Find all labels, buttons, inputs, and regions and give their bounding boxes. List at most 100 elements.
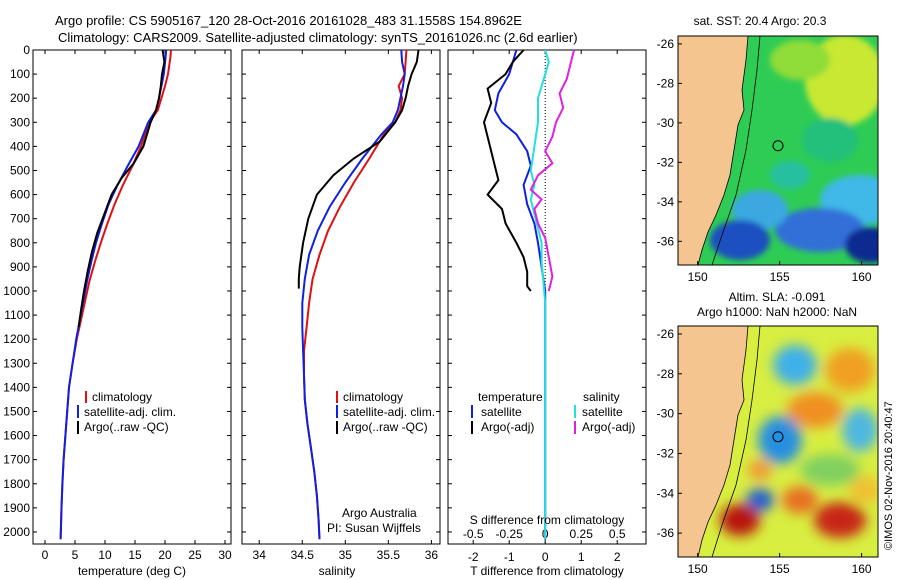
legend-salinity-heading: salinity [583, 390, 620, 404]
x-tick-label: 35.5 [377, 548, 401, 562]
salinity-legend: climatology satellite-adj. clim. Argo(..… [336, 390, 435, 434]
t-tick-label: -2 [468, 550, 479, 564]
map-y-tick-label: -36 [657, 526, 675, 540]
y-tick-label: 200 [10, 91, 30, 105]
map-y-tick-label: -26 [657, 327, 675, 341]
difference-panel [447, 49, 647, 545]
argo-australia-note: Argo Australia [342, 506, 417, 520]
legend-climatology: climatology [343, 390, 403, 404]
sla-map-title-1: Altim. SLA: -0.091 [729, 290, 826, 304]
pi-note: PI: Susan Wijffels [327, 521, 421, 535]
salinity-xlabel: salinity [319, 564, 356, 578]
y-tick-label: 900 [10, 260, 30, 274]
series-line-s-satellite [529, 49, 550, 540]
argo-position-marker [772, 431, 784, 443]
sst-map [678, 36, 878, 265]
t-tick-label: 2 [614, 550, 621, 564]
map-y-tick-label: -26 [657, 37, 675, 51]
series-line-climatology [59, 49, 172, 540]
y-tick-label: 1200 [3, 332, 30, 346]
legend-s-satellite: satellite [582, 405, 623, 419]
map-x-tick-label: 160 [852, 562, 872, 576]
y-tick-label: 1000 [3, 284, 30, 298]
temperature-plot: 0 5 10 15 20 25 300100200300400500600700800900… [3, 43, 232, 562]
temperature-panel [32, 49, 232, 545]
map-y-tick-label: -30 [657, 116, 675, 130]
header-line2: Climatology: CARS2009. Satellite-adjuste… [58, 30, 578, 45]
y-tick-label: 1400 [3, 380, 30, 394]
x-tick-label: 30 [218, 548, 232, 562]
s-tick-label: -0.5 [463, 527, 484, 541]
sst-map-axes: 150 155 160 -26 -28 -30 -32 -34 -36 [657, 37, 872, 284]
t-tick-label: 0 [542, 550, 549, 564]
x-tick-label: 34 [253, 548, 267, 562]
series-line-satellite [301, 49, 406, 540]
legend-satellite: satellite-adj. clim. [343, 405, 435, 419]
s-tick-label: 0.5 [609, 527, 626, 541]
series-line-argo [297, 49, 420, 289]
x-tick-label: 25 [188, 548, 202, 562]
s-difference-xlabel: S difference from climatology [470, 513, 625, 527]
sla-map-title-2: Argo h1000: NaN h2000: NaN [697, 305, 857, 319]
legend-argo: Argo(..raw -QC) [84, 420, 169, 434]
y-tick-label: 600 [10, 188, 30, 202]
map-y-tick-label: -34 [657, 486, 675, 500]
legend-s-argo: Argo(-adj) [582, 420, 635, 434]
y-tick-label: 500 [10, 163, 30, 177]
map-x-tick-label: 160 [852, 270, 872, 284]
salinity-plot: 34 34.5 35 35.5 36 [242, 49, 440, 562]
temperature-xlabel: temperature (deg C) [78, 564, 186, 578]
y-tick-label: 300 [10, 115, 30, 129]
map-x-tick-label: 150 [688, 562, 708, 576]
y-tick-label: 800 [10, 236, 30, 250]
legend-temperature-heading: temperature [478, 390, 543, 404]
x-tick-label: 0 [42, 548, 49, 562]
y-tick-label: 100 [10, 67, 30, 81]
y-tick-label: 1900 [3, 501, 30, 515]
y-tick-label: 1700 [3, 453, 30, 467]
map-x-tick-label: 155 [770, 270, 790, 284]
s-tick-label: 0.25 [570, 527, 594, 541]
map-x-tick-label: 155 [770, 562, 790, 576]
t-tick-label: -1 [504, 550, 515, 564]
legend-argo: Argo(..raw -QC) [343, 420, 428, 434]
salinity-panel [241, 49, 441, 545]
sst-map-title: sat. SST: 20.4 Argo: 20.3 [694, 14, 827, 28]
x-tick-label: 36 [425, 548, 439, 562]
temperature-legend: climatology satellite-adj. clim. Argo(..… [77, 390, 176, 434]
map-y-tick-label: -28 [657, 76, 675, 90]
x-tick-label: 20 [158, 548, 172, 562]
y-tick-label: 0 [23, 43, 30, 57]
y-tick-label: 1300 [3, 356, 30, 370]
x-tick-label: 15 [128, 548, 142, 562]
x-tick-label: 34.5 [291, 548, 315, 562]
y-tick-label: 2000 [3, 525, 30, 539]
imos-watermark: ©IMOS 02-Nov-2016 20:40:47 [883, 401, 895, 550]
t-tick-label: 1 [578, 550, 585, 564]
y-tick-label: 1800 [3, 477, 30, 491]
y-tick-label: 400 [10, 139, 30, 153]
sla-map-axes: 150 155 160 -26 -28 -30 -32 -34 -36 [657, 327, 872, 576]
s-tick-label: -0.25 [496, 527, 524, 541]
map-y-tick-label: -30 [657, 407, 675, 421]
header-line1: Argo profile: CS 5905167_120 28-Oct-2016… [55, 13, 522, 28]
y-tick-label: 1100 [4, 308, 30, 322]
y-tick-label: 1600 [3, 429, 30, 443]
y-tick-label: 1500 [3, 404, 30, 418]
y-tick-label: 700 [10, 212, 30, 226]
map-y-tick-label: -34 [657, 195, 675, 209]
map-x-tick-label: 150 [688, 270, 708, 284]
t-difference-xlabel: T difference from climatology [470, 564, 624, 578]
map-y-tick-label: -36 [657, 234, 675, 248]
legend-t-satellite: satellite [481, 405, 522, 419]
map-y-tick-label: -28 [657, 367, 675, 381]
legend-satellite: satellite-adj. clim. [84, 405, 176, 419]
map-y-tick-label: -32 [657, 155, 675, 169]
series-line-t-argo [482, 49, 532, 292]
argo-position-marker [772, 140, 784, 152]
map-y-tick-label: -32 [657, 446, 675, 460]
x-tick-label: 10 [98, 548, 112, 562]
x-tick-label: 5 [72, 548, 79, 562]
